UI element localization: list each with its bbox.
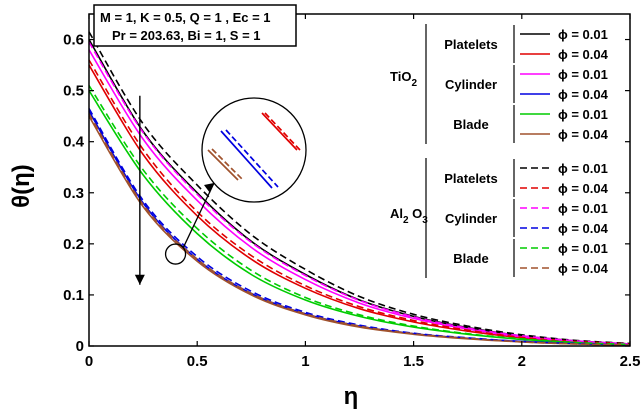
series-line-10 [88,108,631,346]
series-line-12 [88,113,631,346]
x-axis-label: η [344,383,359,410]
parameter-line-2: Pr = 203.63, Bi = 1, S = 1 [112,28,261,43]
legend-label-2: ϕ = 0.04 [558,47,609,62]
zoom-inset-circle [201,97,307,203]
zoom-inset-line-3 [220,130,273,189]
legend-label-10: ϕ = 0.04 [558,221,609,236]
series-line-7 [88,31,631,345]
zoom-pointer-head [204,183,214,193]
zoom-inset-line-5 [207,149,239,181]
x-tick-label: 1.5 [403,353,424,370]
series-layer [88,31,631,346]
series-line-11 [88,85,631,346]
series-line-1 [88,39,631,345]
annotation-layer [134,95,307,285]
legend-label-1: ϕ = 0.01 [558,27,608,42]
legend-label-11: ϕ = 0.01 [558,241,608,256]
parameter-box-frame [93,4,297,47]
parameter-line-1: M = 1, K = 0.5, Q = 1 , Ec = 1 [100,10,271,25]
zoom-pointer-line [182,182,215,248]
x-tick-label: 1 [301,353,309,370]
shape-label-2: Cylinder [445,77,497,92]
x-tick-label: 2 [518,353,526,370]
plot-frame [88,13,631,347]
legend-label-9: ϕ = 0.01 [558,201,608,216]
legend-layer: ϕ = 0.01 ϕ = 0.04 ϕ = 0.01 ϕ = 0.04 ϕ = 0.01… [390,24,609,278]
shape-label-5: Cylinder [445,211,497,226]
trend-arrow-head [134,274,145,285]
series-line-8 [88,59,631,345]
zoom-circle-small [164,243,187,265]
y-axis-label: θ(η) [8,164,35,208]
axes-layer: 0 0.5 1 1.5 2 2.5 0 0.1 0.2 0.3 0.4 0.5 0.6 [63,13,641,370]
y-tick-label: 0.5 [63,83,84,100]
y-tick-label: 0.2 [63,236,84,253]
legend-label-12: ϕ = 0.04 [558,261,609,276]
y-tick-label: 0.1 [63,287,84,304]
legend-label-4: ϕ = 0.04 [558,87,609,102]
x-tick-label: 2.5 [620,353,641,370]
shape-label-3: Blade [453,117,488,132]
legend-label-6: ϕ = 0.04 [558,127,609,142]
y-tick-label: 0.4 [63,134,85,151]
zoom-inset-line-6 [211,148,243,180]
x-tick-label: 0 [85,353,93,370]
series-line-6 [88,115,631,346]
shape-label-1: Platelets [444,37,497,52]
parameter-box: M = 1, K = 0.5, Q = 1 , Ec = 1 Pr = 203.… [93,4,297,47]
shape-label-6: Blade [453,251,488,266]
zoom-inset-line-1 [261,112,298,151]
legend-label-7: ϕ = 0.01 [558,161,608,176]
x-tick-label: 0.5 [187,353,208,370]
y-tick-label: 0.3 [63,185,84,202]
legend-label-5: ϕ = 0.01 [558,107,608,122]
zoom-inset-line-4 [225,129,279,188]
y-tick-label: 0.6 [63,32,84,49]
group-label-1: TiO2 [390,69,417,89]
group-label-2: Al2 O3 [390,206,428,226]
series-line-9 [88,41,631,345]
shape-label-4: Platelets [444,171,497,186]
y-tick-label: 0 [76,338,84,355]
legend-label-3: ϕ = 0.01 [558,67,608,82]
legend-label-8: ϕ = 0.04 [558,181,609,196]
